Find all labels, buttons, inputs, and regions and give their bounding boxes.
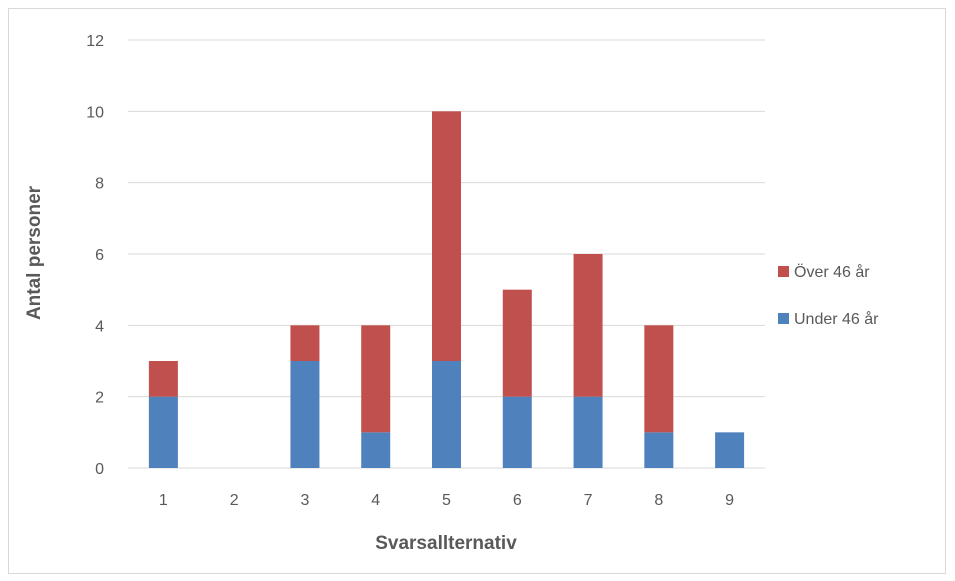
bar-segment [573,396,603,468]
y-tick-label: 8 [95,176,104,193]
bar-segment [290,325,320,361]
y-tick-label: 0 [95,461,104,478]
y-axis-title: Antal personer [24,185,45,320]
x-tick-label: 3 [300,492,309,509]
x-tick-label: 6 [513,492,522,509]
bar-segment [644,432,674,468]
legend-label: Under 46 år [794,310,879,328]
x-tick-label: 1 [159,492,168,509]
y-tick-label: 10 [86,104,104,121]
y-tick-label: 2 [95,390,104,407]
x-tick-label: 7 [584,492,593,509]
y-tick-labels: 0 2 4 6 8 10 12 [86,33,104,478]
bar-segment [361,432,391,468]
legend-label: Över 46 år [794,263,870,281]
x-tick-label: 2 [230,492,239,509]
bar-segment [148,396,178,468]
y-tick-label: 4 [95,318,104,335]
legend-swatch [778,313,789,324]
bar-segment [573,254,603,397]
legend-swatch [778,266,789,277]
bar-segment [432,361,461,468]
bar-segment [432,111,461,361]
bar-segment [502,396,532,468]
x-tick-label: 9 [725,492,734,509]
x-tick-labels: 1 2 3 4 5 6 7 8 9 [159,492,734,509]
bar-segment [361,325,391,433]
y-tick-label: 6 [95,247,104,264]
x-tick-label: 4 [371,492,380,509]
bar-segment [644,325,674,433]
bar-segment [290,361,320,468]
legend: Över 46 år Under 46 år [778,263,879,328]
chart-frame [8,8,946,574]
y-tick-label: 12 [86,33,104,50]
x-tick-label: 5 [442,492,451,509]
bar-segment [502,289,532,397]
bar-segment [148,361,178,397]
x-tick-label: 8 [654,492,663,509]
x-axis-title: Svarsallternativ [375,533,517,554]
bars [148,111,745,468]
bar-segment [715,432,745,468]
